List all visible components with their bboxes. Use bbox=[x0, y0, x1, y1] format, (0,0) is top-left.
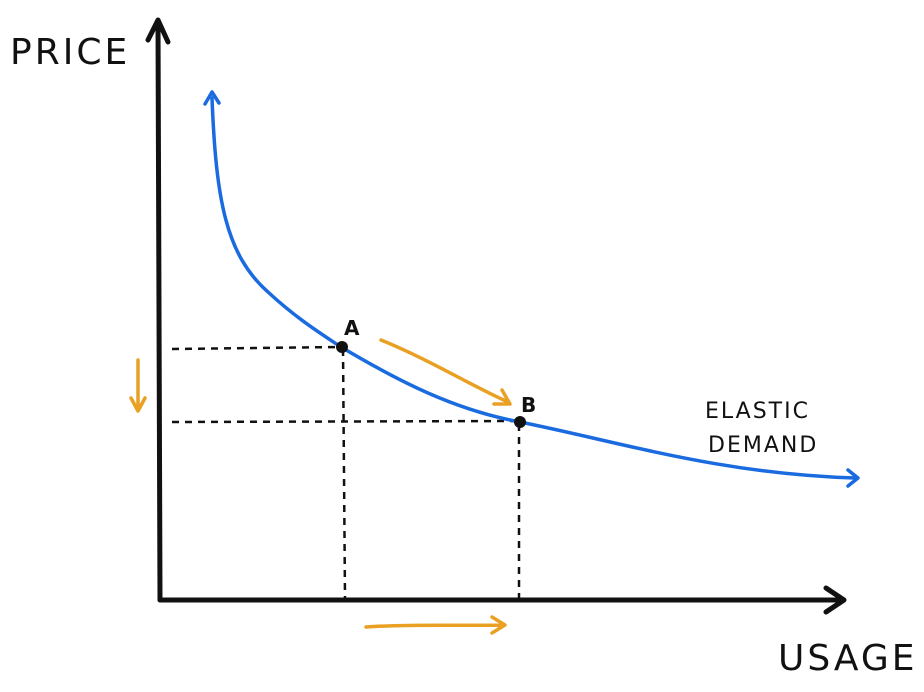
curve-label: DEMAND bbox=[708, 433, 818, 458]
curve-label: ELASTIC bbox=[705, 399, 810, 424]
y-axis bbox=[145, 17, 171, 603]
point-a bbox=[336, 341, 348, 353]
x-axis bbox=[157, 585, 847, 615]
movement-arrow bbox=[379, 338, 512, 406]
point-a-label: A bbox=[344, 316, 360, 340]
x-axis-label: USAGE bbox=[778, 638, 918, 679]
point-b bbox=[514, 416, 526, 428]
guide-a-vertical bbox=[341, 348, 347, 599]
curve-arrowhead-right bbox=[846, 468, 860, 488]
demand-curve bbox=[210, 96, 857, 480]
guide-b-horizontal bbox=[171, 419, 519, 424]
guide-a-horizontal bbox=[171, 345, 342, 351]
y-axis-label: PRICE bbox=[10, 32, 130, 73]
curve-arrowhead-top bbox=[203, 90, 221, 106]
point-b-label: B bbox=[521, 393, 536, 417]
price-down-arrow bbox=[129, 358, 147, 413]
usage-up-arrow bbox=[364, 615, 507, 635]
